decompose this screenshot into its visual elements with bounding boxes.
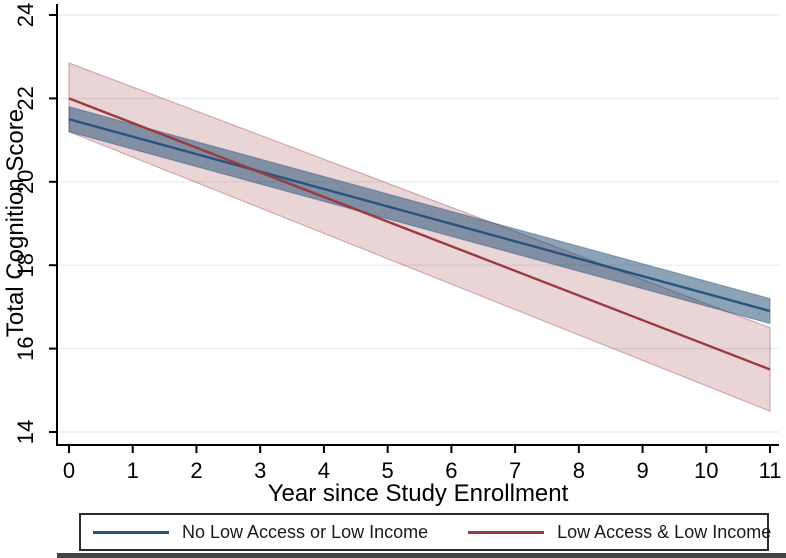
x-tick-label-10: 10 xyxy=(694,458,718,483)
legend-label-low-access-low-income: Low Access & Low Income xyxy=(557,521,772,542)
x-tick-label-6: 6 xyxy=(445,458,457,483)
chart-plot-area: 14 16 18 20 22 24 0 1 2 3 4 5 6 7 8 9 10 11 xyxy=(13,3,781,483)
x-tick-label-8: 8 xyxy=(573,458,585,483)
y-tick-label-16: 16 xyxy=(13,336,38,360)
ci-band-low-access-low-income xyxy=(68,62,771,413)
legend-line-sample-red xyxy=(468,530,545,534)
legend-entry-low-access-low-income: Low Access & Low Income xyxy=(468,522,771,543)
y-tick-label-24: 24 xyxy=(13,3,38,27)
x-tick-label-9: 9 xyxy=(636,458,648,483)
x-tick-label-3: 3 xyxy=(254,458,266,483)
y-tick-label-20: 20 xyxy=(13,170,38,194)
x-tick-label-11: 11 xyxy=(759,458,782,483)
legend: No Low Access or Low Income Low Access &… xyxy=(79,513,771,551)
legend-entry-no-low-access: No Low Access or Low Income xyxy=(93,522,428,543)
x-axis-title: Year since Study Enrollment xyxy=(268,480,569,507)
trend-line-low-access-low-income xyxy=(68,97,771,371)
trend-line-no-low-access-or-low-income xyxy=(68,118,771,313)
x-tick-label-7: 7 xyxy=(509,458,521,483)
x-tick-label-1: 1 xyxy=(127,458,139,483)
x-tick-label-4: 4 xyxy=(318,458,330,483)
bottom-edge-bar xyxy=(57,553,786,558)
y-tick-label-14: 14 xyxy=(13,420,38,444)
y-tick-label-22: 22 xyxy=(13,86,38,110)
legend-line-sample-blue xyxy=(93,530,169,534)
cognition-trend-chart: 14 16 18 20 22 24 0 1 2 3 4 5 6 7 8 9 10 11 Year since St… xyxy=(2,3,781,507)
x-tick-label-2: 2 xyxy=(190,458,202,483)
y-tick-label-18: 18 xyxy=(13,253,38,277)
x-tick-label-5: 5 xyxy=(382,458,394,483)
x-tick-label-0: 0 xyxy=(63,458,75,483)
y-axis-title: Total Cognition Score xyxy=(2,109,29,337)
legend-label-no-low-access: No Low Access or Low Income xyxy=(182,521,429,542)
